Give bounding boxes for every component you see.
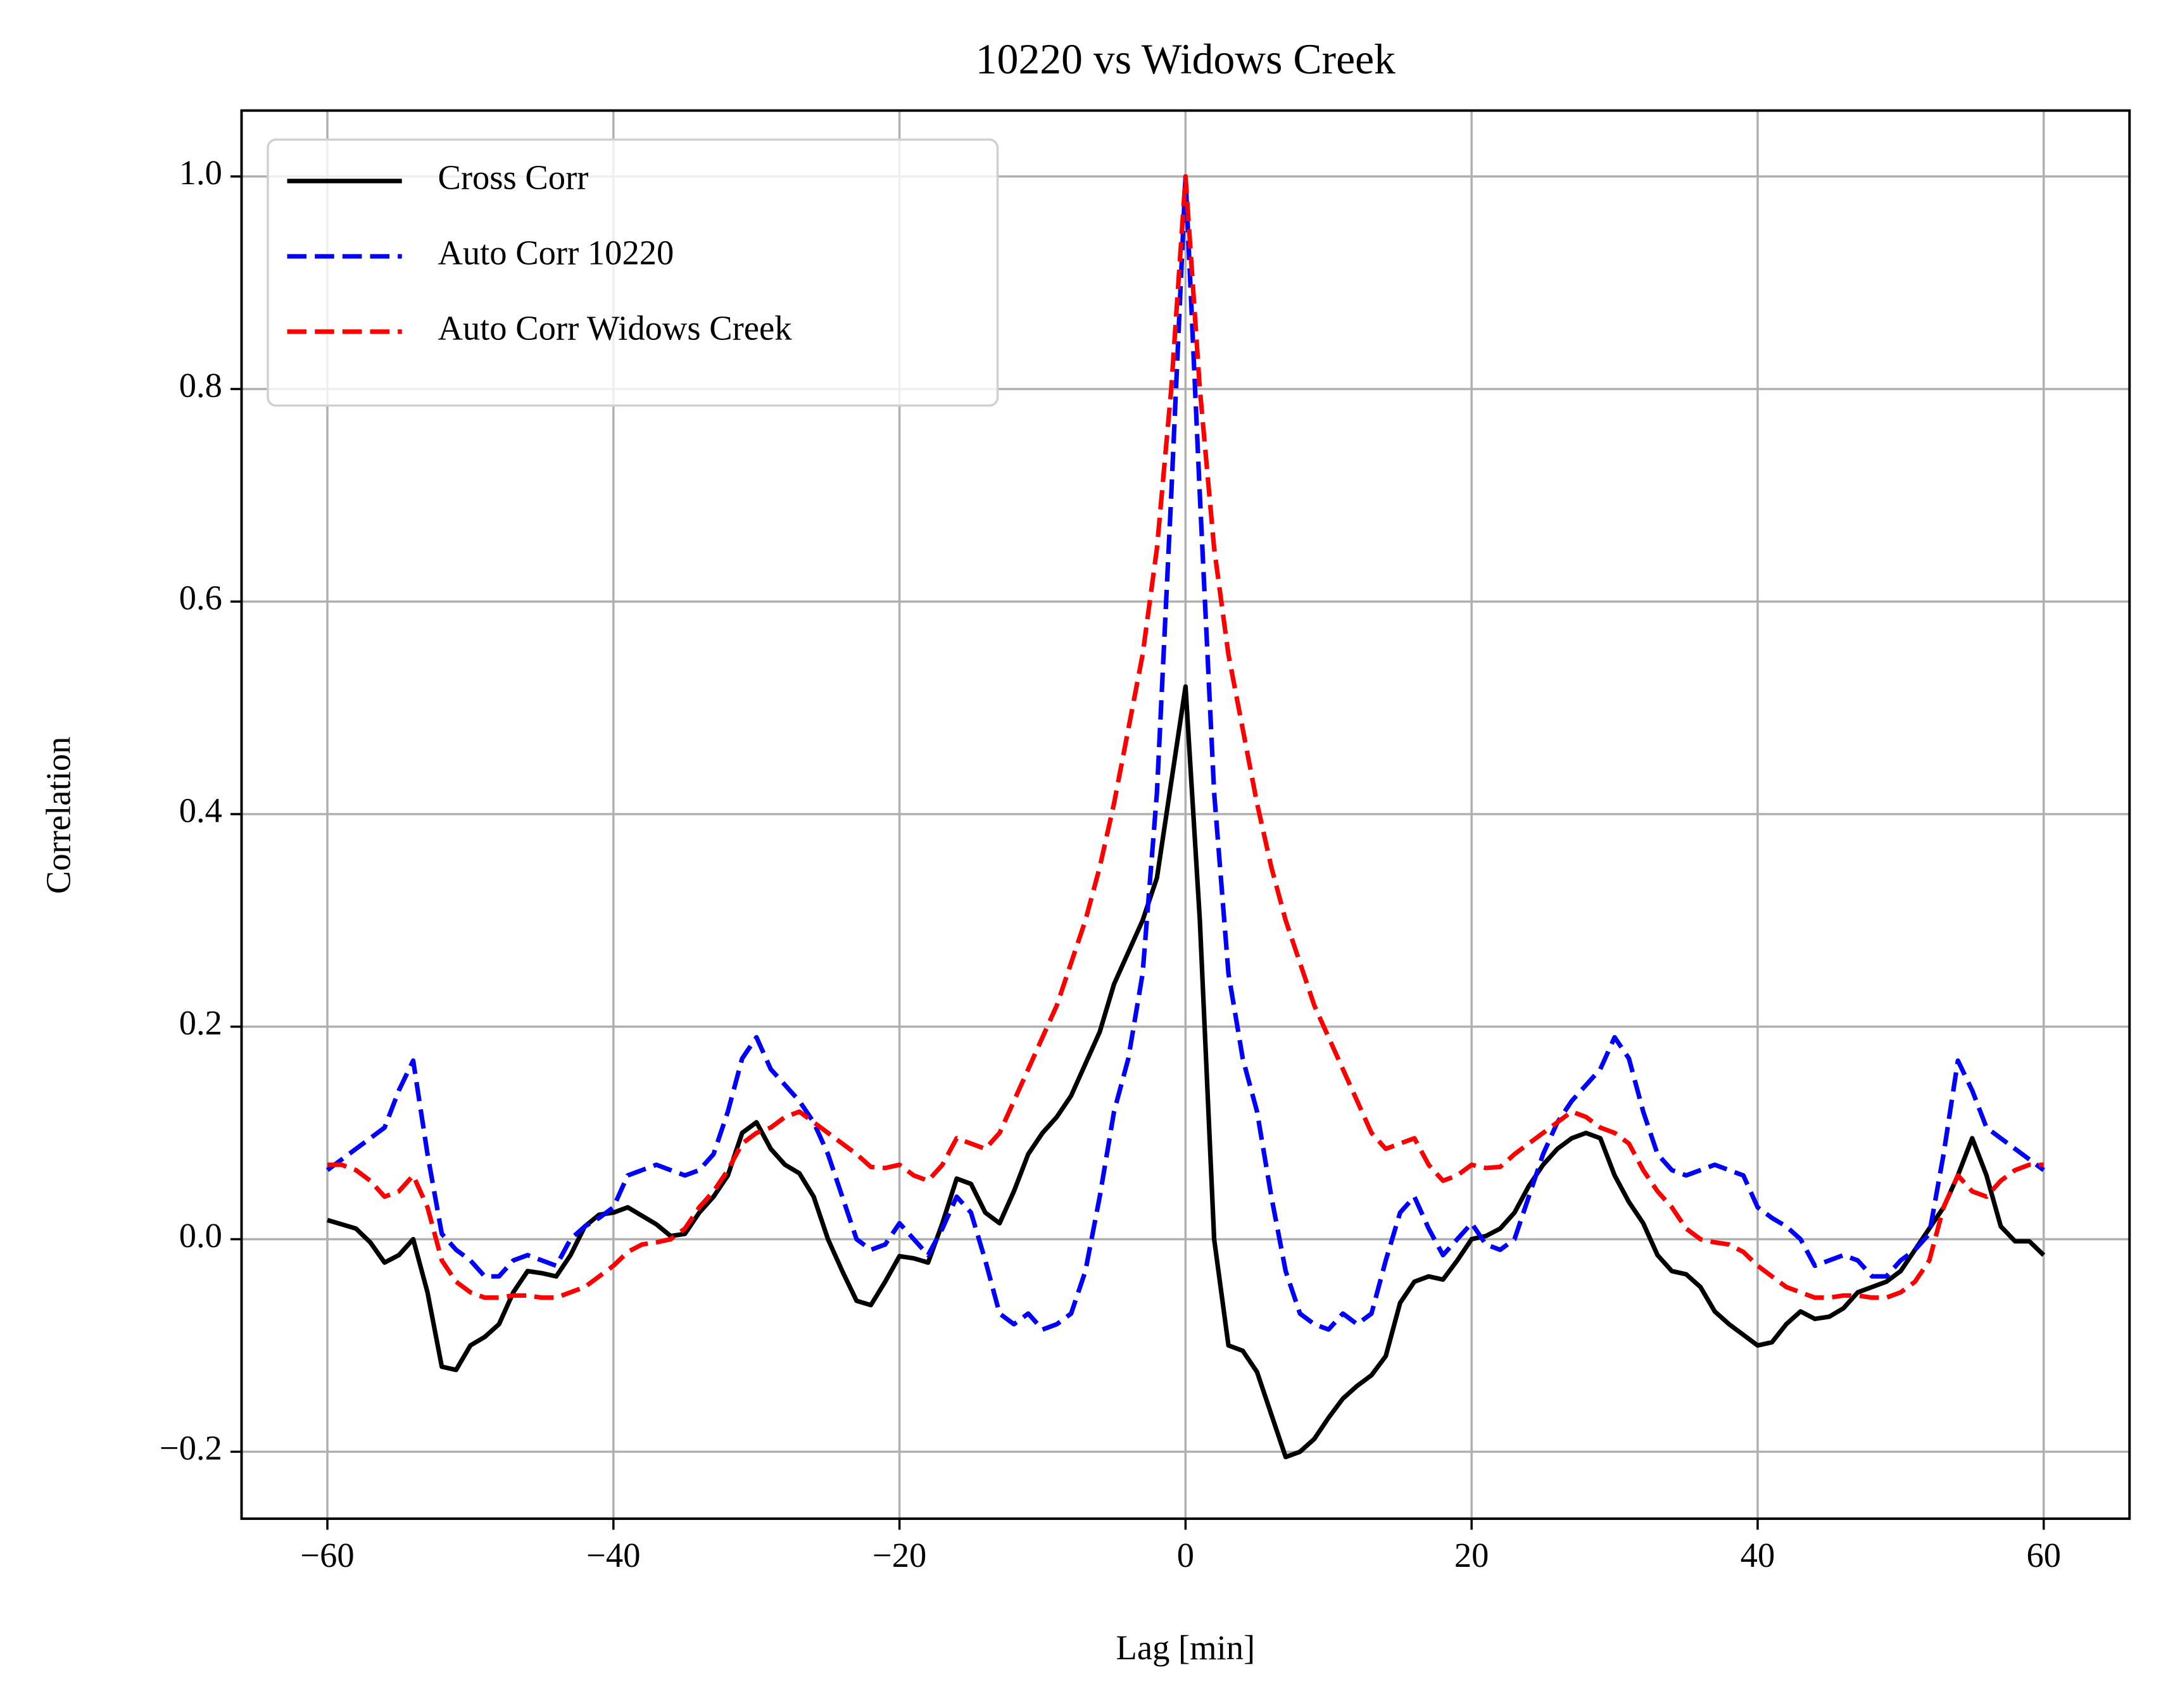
series-line	[327, 174, 2044, 1300]
chart-title: 10220 vs Widows Creek	[976, 35, 1396, 83]
x-tick-label: 60	[2026, 1536, 2061, 1574]
y-tick-label: −0.2	[160, 1429, 222, 1467]
y-tick-label: 0.8	[179, 366, 222, 405]
legend: Cross Corr Auto Corr 10220 Auto Corr Widow…	[267, 138, 999, 407]
plot-frame	[240, 109, 2131, 1520]
x-axis-label: Lag [min]	[1116, 1628, 1256, 1667]
legend-label: Auto Corr Widows Creek	[438, 308, 792, 347]
x-tick-label: 40	[1741, 1536, 1775, 1574]
x-tick-label: −60	[300, 1536, 354, 1574]
plot-area	[325, 174, 2046, 1460]
x-tick-label: −40	[586, 1536, 640, 1574]
y-axis-label: Correlation	[39, 737, 77, 895]
y-tick-label: 0.0	[179, 1216, 222, 1255]
x-tick-label: 20	[1454, 1536, 1489, 1574]
series-line	[327, 684, 2046, 1460]
x-tick-label: −20	[873, 1536, 926, 1574]
y-tick-label: 0.6	[179, 579, 222, 617]
y-tick-label: 0.4	[179, 791, 222, 829]
x-tick-label: 0	[1177, 1536, 1194, 1574]
y-tick-label: 1.0	[179, 153, 222, 192]
y-tick-label: 0.2	[179, 1003, 222, 1042]
legend-box	[267, 138, 999, 407]
axes: −60 −40 −20 0 20 40 60 −0.2 0.0 0.2 0.4 0.6 0.8 1.0	[160, 109, 2131, 1574]
legend-label: Auto Corr 10220	[438, 233, 674, 272]
legend-label: Cross Corr	[438, 158, 588, 196]
